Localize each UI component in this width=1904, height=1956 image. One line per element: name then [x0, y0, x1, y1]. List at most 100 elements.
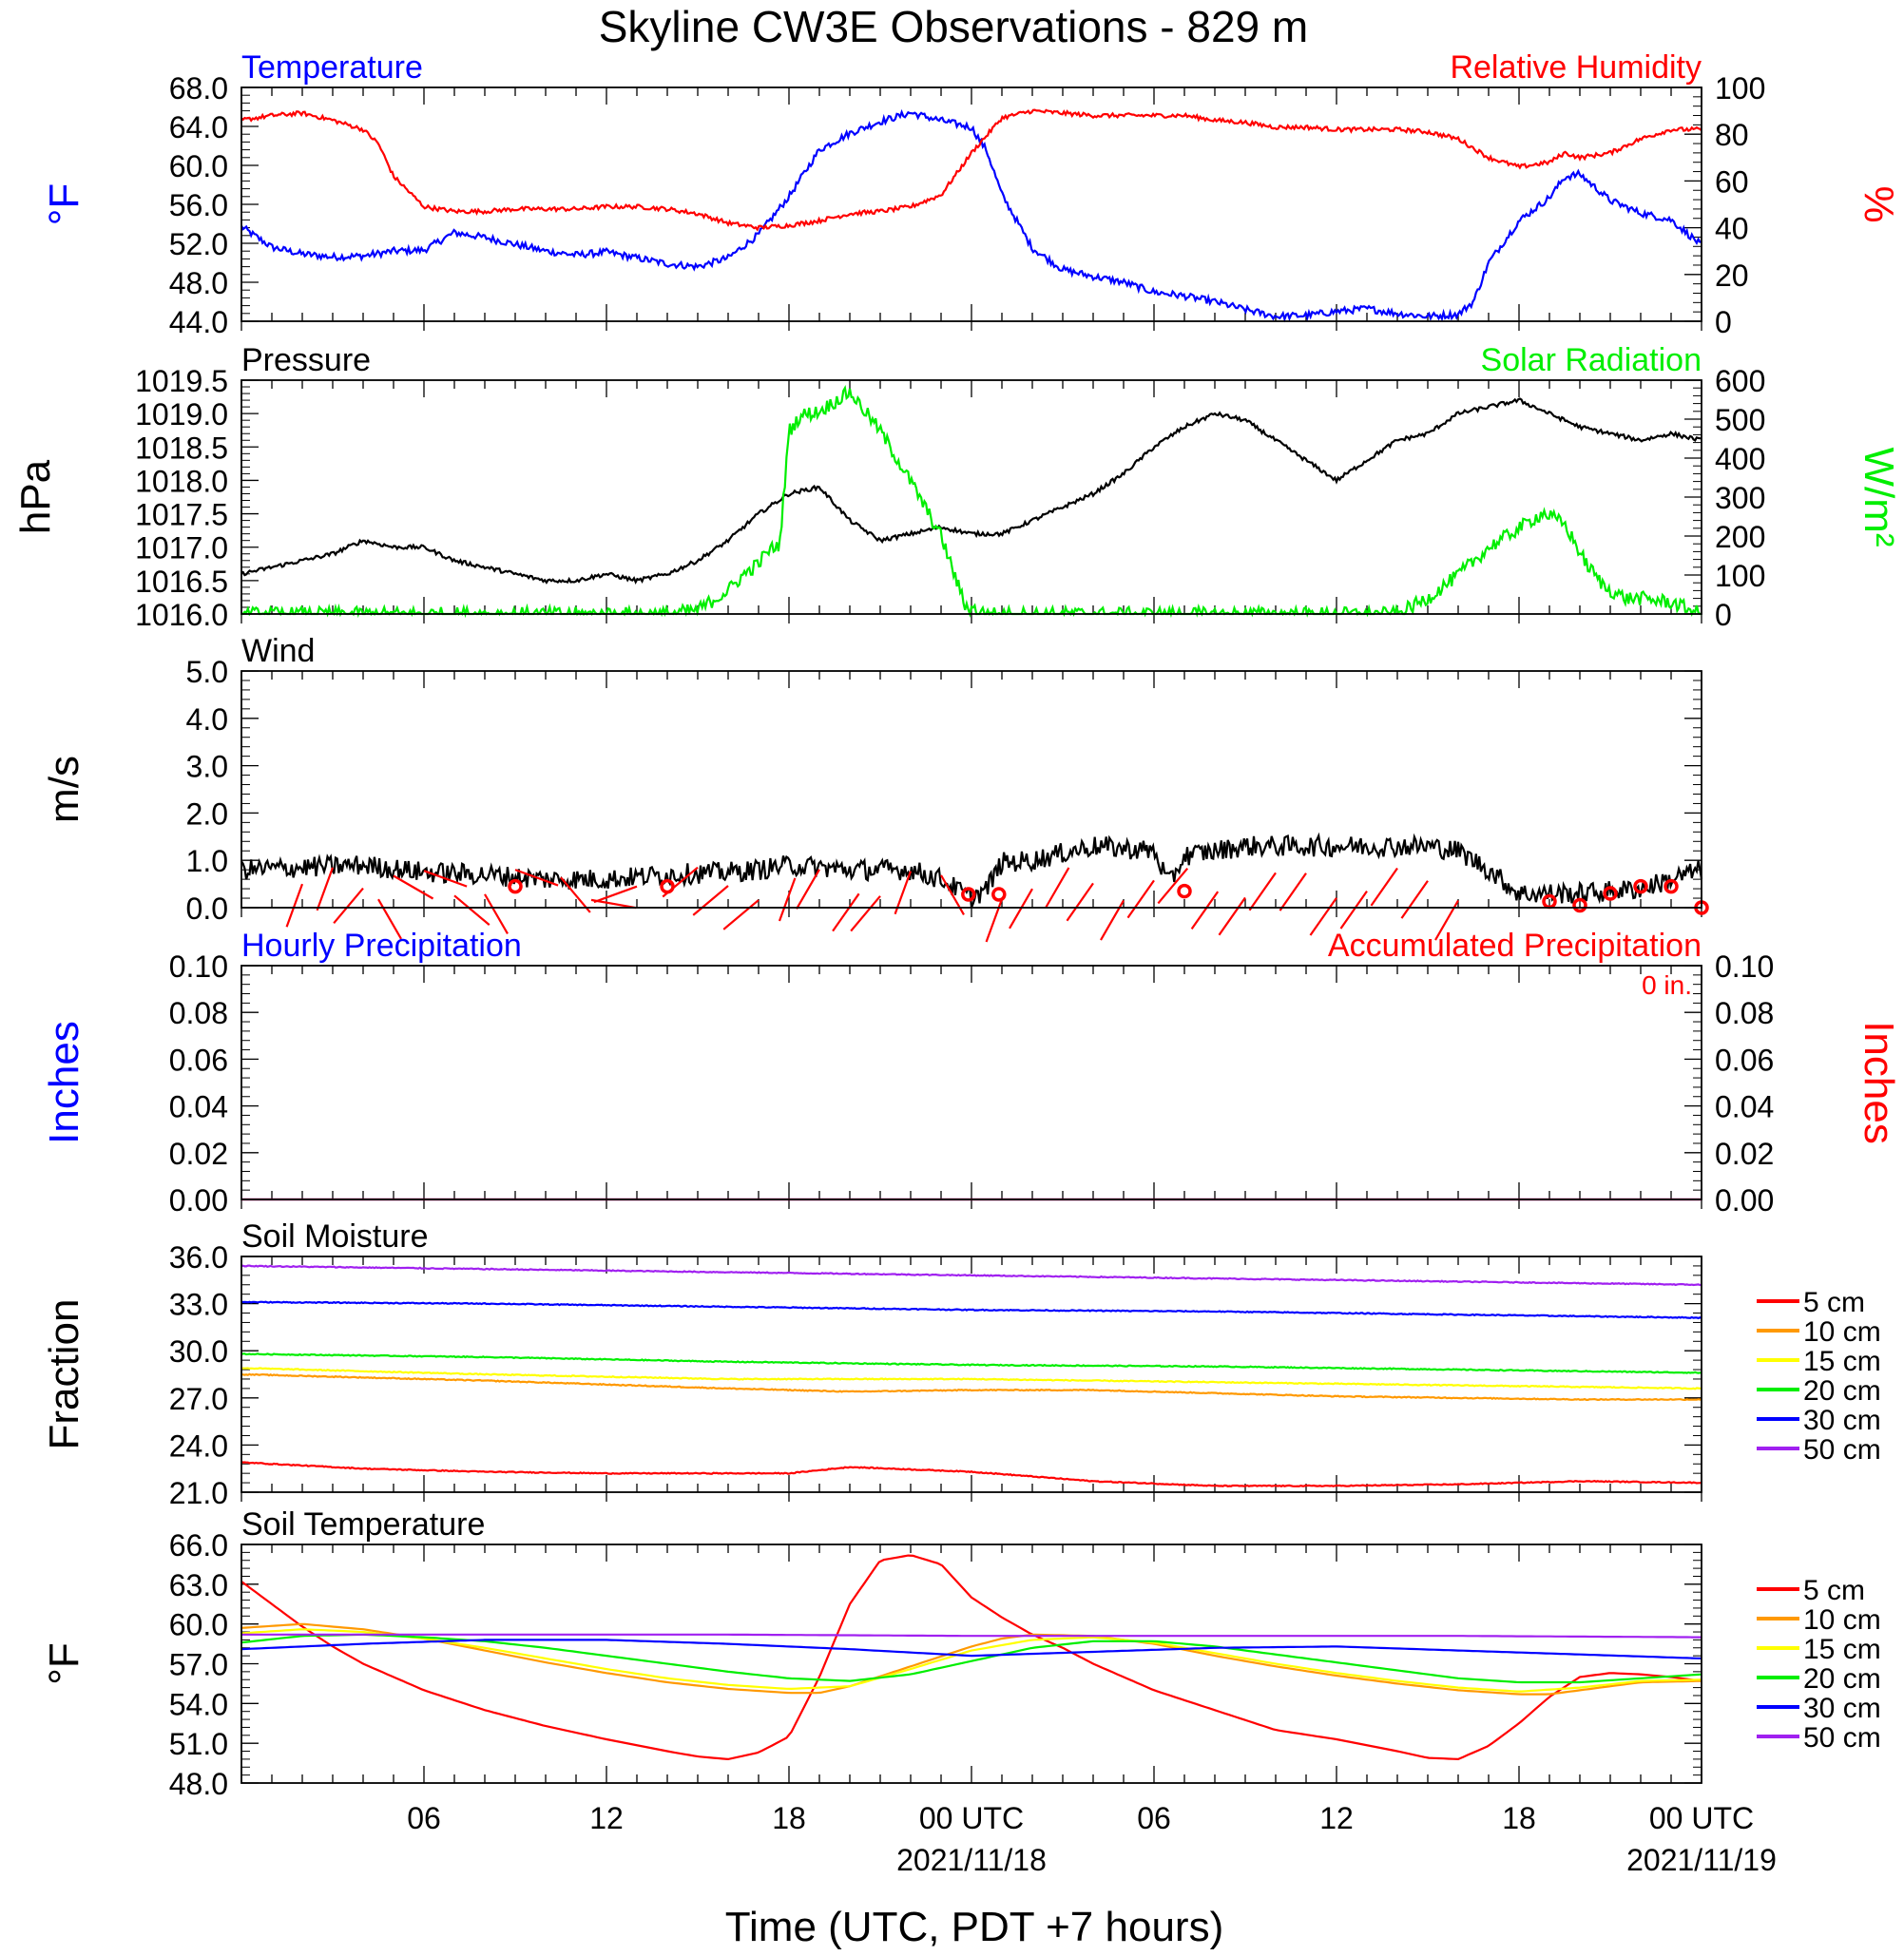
- y-tick-label-right: 0.04: [1715, 1090, 1774, 1124]
- wind-barb: [377, 898, 402, 940]
- wind-barb: [692, 885, 729, 916]
- legend-label: 20 cm: [1803, 1375, 1881, 1407]
- wind-barb: [1309, 897, 1337, 936]
- wind-barb: [832, 892, 860, 932]
- calm-wind-marker: [508, 878, 523, 894]
- y-tick-label-left: 57.0: [169, 1648, 228, 1682]
- y-tick-label-right: 300: [1715, 481, 1765, 515]
- x-tick-label: 18: [1502, 1801, 1536, 1835]
- y-tick-label-right: 200: [1715, 520, 1765, 554]
- y-tick-label-right: 0.00: [1715, 1183, 1774, 1218]
- series-line-10-cm: [240, 1622, 1702, 1696]
- series-line-solar-radiation: [241, 385, 1702, 619]
- series-line-20-cm: [240, 1633, 1702, 1684]
- panels-group: 44.0 48.0 52.0 56.0 60.0 64.0 68.0 0 20 40 60 80 100…: [12, 49, 1902, 1801]
- wind-barb: [453, 894, 490, 926]
- x-tick-label: 00 UTC: [1649, 1801, 1754, 1835]
- calm-wind-marker: [1664, 878, 1679, 894]
- wind-barb: [985, 898, 1004, 943]
- y-tick-label-left: 3.0: [186, 750, 228, 784]
- series-line-30-cm: [240, 1639, 1702, 1659]
- series-line-relative-humidity: [240, 108, 1702, 232]
- legend-label: 20 cm: [1803, 1663, 1881, 1695]
- y-axis-label-left: °F: [41, 183, 87, 225]
- y-tick-label-right: 0.06: [1715, 1043, 1774, 1077]
- x-axis-labels: 06 12 18 00 UTC 2021/11/18 06 12 18 00 UTC 2021/1…: [407, 1801, 1777, 1877]
- legend-label: 5 cm: [1803, 1287, 1865, 1318]
- y-axis-label-right: %: [1856, 185, 1902, 222]
- legend-label: 50 cm: [1803, 1722, 1881, 1754]
- y-tick-label-right: 0.02: [1715, 1137, 1774, 1171]
- y-tick-label-left: 66.0: [169, 1528, 228, 1563]
- calm-wind-marker: [1603, 886, 1618, 901]
- y-tick-label-left: 0.0: [186, 892, 228, 926]
- y-tick-label-left: 68.0: [169, 71, 228, 105]
- y-tick-label-left: 5.0: [186, 655, 228, 689]
- y-tick-label-left: 1018.5: [135, 431, 228, 465]
- x-tick-label: 06: [1137, 1801, 1171, 1835]
- y-tick-label-right: 0.08: [1715, 996, 1774, 1030]
- series-line-pressure: [240, 397, 1702, 585]
- wind-barb: [560, 876, 591, 913]
- y-axis-label-left: Fraction: [41, 1299, 87, 1450]
- x-tick-label: 18: [772, 1801, 806, 1835]
- panel-frame: [240, 965, 1702, 1200]
- series-line-temperature: [240, 108, 1702, 323]
- y-tick-label-right: 600: [1715, 364, 1765, 398]
- wind-barb: [796, 869, 820, 910]
- series-line-5-cm: [240, 1461, 1702, 1487]
- series-line-5-cm: [240, 1554, 1702, 1761]
- wind-barb: [393, 874, 434, 900]
- calm-wind-marker: [1633, 878, 1648, 894]
- panel-title-left: Temperature: [241, 49, 423, 86]
- y-tick-label-left: 1017.5: [135, 498, 228, 532]
- y-tick-label-left: 1019.5: [135, 364, 228, 398]
- panel-title-left: Soil Moisture: [241, 1218, 429, 1255]
- wind-barb: [1218, 896, 1246, 936]
- legend-label: 5 cm: [1803, 1575, 1865, 1606]
- y-tick-label-left: 52.0: [169, 227, 228, 261]
- y-tick-label-left: 51.0: [169, 1727, 228, 1761]
- y-tick-label-left: 44.0: [169, 305, 228, 339]
- wind-barb: [1066, 882, 1094, 922]
- panel-title-left: Soil Temperature: [241, 1506, 485, 1543]
- wind-barb: [1157, 868, 1189, 905]
- y-tick-label-right: 100: [1715, 71, 1765, 105]
- y-tick-label-right: 400: [1715, 442, 1765, 476]
- y-tick-label-right: 40: [1715, 212, 1749, 246]
- panel-frame: [240, 1256, 1702, 1493]
- y-tick-label-left: 54.0: [169, 1687, 228, 1721]
- series-line-50-cm: [240, 1264, 1702, 1287]
- legend-label: 10 cm: [1803, 1604, 1881, 1636]
- wind-barb: [1009, 888, 1033, 930]
- series-line-15-cm: [240, 1367, 1702, 1390]
- y-tick-label-left: 1018.0: [135, 464, 228, 498]
- calm-wind-marker: [1572, 897, 1587, 913]
- y-tick-label-left: 1016.5: [135, 565, 228, 599]
- y-tick-label-left: 64.0: [169, 110, 228, 144]
- legend-label: 50 cm: [1803, 1434, 1881, 1466]
- legend-label: 30 cm: [1803, 1405, 1881, 1436]
- wind-barb: [285, 883, 304, 928]
- y-tick-label-left: 56.0: [169, 188, 228, 222]
- x-date-label: 2021/11/18: [896, 1843, 1047, 1877]
- y-axis-label-right: Inches: [1856, 1021, 1902, 1144]
- legend-label: 30 cm: [1803, 1693, 1881, 1724]
- series-line-wind: [240, 832, 1703, 909]
- y-tick-label-left: 60.0: [169, 1608, 228, 1642]
- wind-barb: [778, 877, 797, 922]
- x-tick-label: 00 UTC: [919, 1801, 1024, 1835]
- legend-label: 10 cm: [1803, 1316, 1881, 1348]
- wind-barb: [316, 867, 335, 911]
- wind-barb: [423, 870, 468, 888]
- wind-barb: [484, 893, 509, 934]
- legend-label: 15 cm: [1803, 1346, 1881, 1377]
- x-tick-label: 06: [407, 1801, 441, 1835]
- y-axis-label-left: Inches: [41, 1021, 87, 1144]
- y-axis-label-left: hPa: [12, 459, 59, 534]
- panel-title-left: Hourly Precipitation: [241, 928, 522, 964]
- panel-frame: [240, 379, 1702, 615]
- y-tick-label-left: 0.06: [169, 1043, 228, 1077]
- x-date-label: 2021/11/19: [1626, 1843, 1777, 1877]
- y-tick-label-left: 0.00: [169, 1183, 228, 1218]
